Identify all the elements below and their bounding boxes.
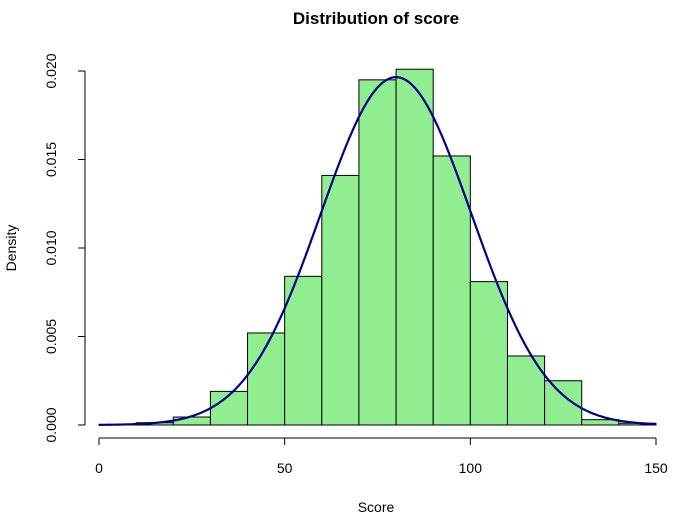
histogram-bar-12	[545, 381, 582, 425]
histogram-bar-5	[285, 276, 322, 425]
y-tick-label-2: 0.010	[43, 230, 59, 265]
y-tick-label-1: 0.005	[43, 319, 59, 354]
x-axis: 0 50 100 150	[95, 438, 668, 476]
histogram-bar-7	[359, 80, 396, 425]
x-tick-label-3: 150	[644, 460, 668, 476]
y-tick-label-0: 0.000	[43, 407, 59, 442]
x-tick-label-2: 100	[459, 460, 483, 476]
x-tick-label-1: 50	[277, 460, 293, 476]
y-tick-label-4: 0.020	[43, 53, 59, 88]
histogram-bar-2	[173, 417, 210, 425]
y-axis: 0.000 0.005 0.010 0.015 0.020	[43, 53, 85, 442]
x-tick-label-0: 0	[95, 460, 103, 476]
bars-layer	[99, 69, 656, 425]
histogram-bar-6	[322, 175, 359, 425]
y-tick-label-3: 0.015	[43, 142, 59, 177]
x-axis-title: Score	[358, 499, 395, 515]
histogram-bar-8	[396, 69, 433, 425]
y-axis-title: Density	[3, 225, 19, 272]
histogram-bar-10	[470, 282, 507, 425]
chart-title: Distribution of score	[293, 9, 459, 28]
